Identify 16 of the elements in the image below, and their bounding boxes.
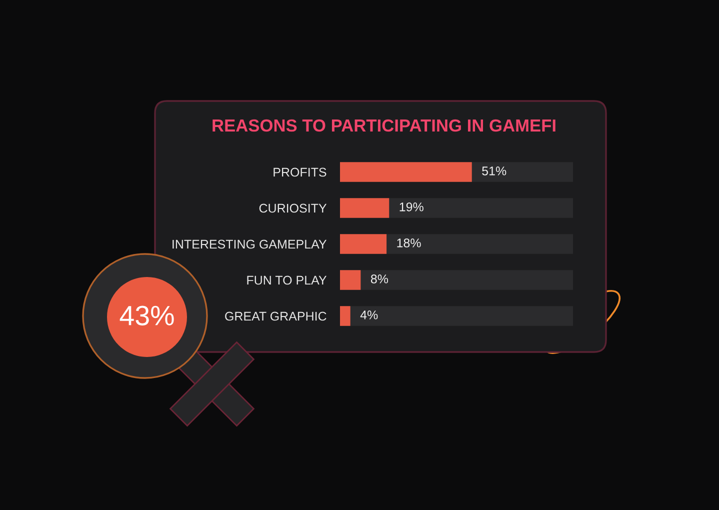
data-label: 18%	[397, 238, 421, 248]
bar	[340, 198, 390, 218]
y-tick-label: CURIOSITY	[259, 204, 327, 213]
bar	[340, 270, 361, 290]
y-tick-label: FUN TO PLAY	[247, 276, 327, 285]
bar	[340, 234, 387, 254]
data-label: 4%	[360, 310, 378, 320]
bar	[340, 306, 350, 326]
data-label: 51%	[482, 166, 506, 176]
data-label: 19%	[400, 202, 424, 212]
data-label: 8%	[370, 274, 388, 284]
y-tick-label: GREAT GRAPHIC	[225, 312, 326, 321]
y-tick-label: PROFITS	[274, 168, 326, 177]
chart-title: REASONS TO PARTICIPATING IN GAMEFI	[212, 119, 556, 132]
y-tick-label: INTERESTING GAMEPLAY	[172, 240, 327, 249]
text: 43%	[120, 306, 174, 326]
